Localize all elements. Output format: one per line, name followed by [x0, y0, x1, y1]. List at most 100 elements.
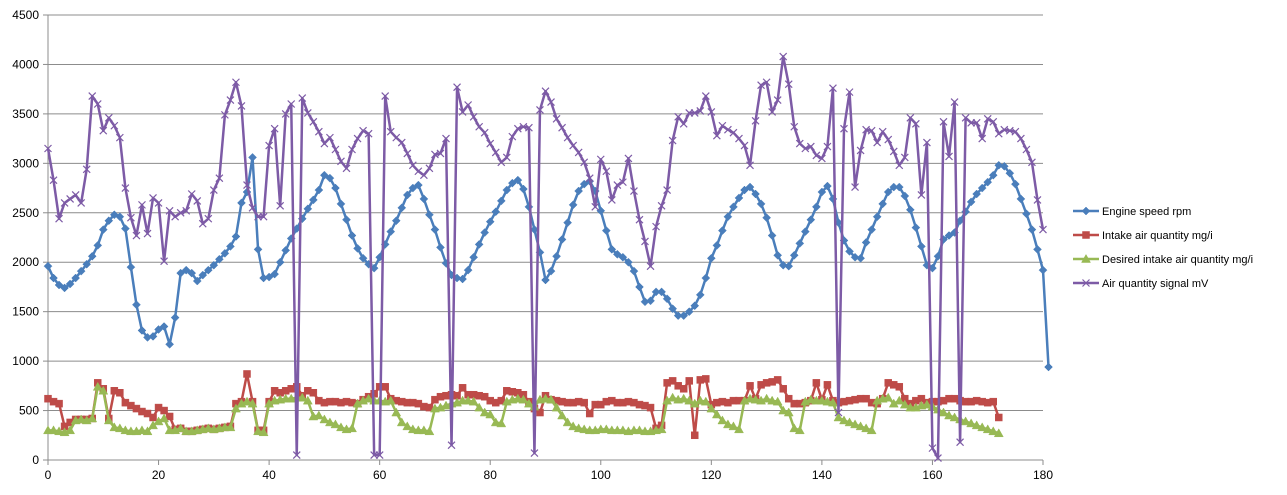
data-point-engine-speed-rpm-148 [861, 238, 871, 247]
data-point-desired-intake-air-quantity-mg-i-119 [700, 396, 711, 406]
data-point-desired-intake-air-quantity-mg-i-144 [839, 415, 849, 425]
data-point-engine-speed-rpm-7 [82, 259, 92, 269]
data-point-air-quantity-signal-mv-143 [834, 408, 843, 417]
data-point-air-quantity-signal-mv-123 [723, 125, 732, 134]
data-point-air-quantity-signal-mv-135 [790, 122, 799, 131]
data-point-intake-air-quantity-mg-i-117 [691, 431, 699, 440]
data-point-desired-intake-air-quantity-mg-i-86 [518, 394, 529, 404]
data-point-desired-intake-air-quantity-mg-i-147 [855, 421, 866, 431]
data-point-air-quantity-signal-mv-17 [138, 200, 146, 209]
data-point-engine-speed-rpm-178 [1027, 225, 1037, 234]
data-point-air-quantity-signal-mv-55 [348, 145, 356, 154]
data-point-engine-speed-rpm-117 [690, 301, 700, 311]
data-point-desired-intake-air-quantity-mg-i-21 [159, 413, 170, 423]
data-point-desired-intake-air-quantity-mg-i-58 [363, 393, 374, 403]
data-point-air-quantity-signal-mv-142 [829, 84, 837, 93]
data-point-air-quantity-signal-mv-169 [978, 134, 987, 143]
data-point-desired-intake-air-quantity-mg-i-4 [65, 425, 76, 435]
data-point-engine-speed-rpm-170 [983, 177, 993, 187]
data-point-desired-intake-air-quantity-mg-i-131 [767, 395, 778, 405]
data-point-engine-speed-rpm-172 [994, 160, 1004, 170]
data-point-engine-speed-rpm-40 [264, 272, 274, 282]
data-point-engine-speed-rpm-38 [253, 245, 263, 254]
data-point-engine-speed-rpm-19 [148, 332, 158, 341]
data-point-desired-intake-air-quantity-mg-i-68 [418, 425, 429, 435]
data-point-air-quantity-signal-mv-171 [989, 117, 998, 126]
data-point-engine-speed-rpm-6 [76, 266, 86, 276]
data-point-air-quantity-signal-mv-97 [580, 158, 589, 167]
data-point-air-quantity-signal-mv-155 [900, 153, 909, 162]
data-point-engine-speed-rpm-21 [159, 322, 169, 331]
data-point-desired-intake-air-quantity-mg-i-148 [861, 423, 872, 433]
data-point-engine-speed-rpm-116 [684, 307, 694, 317]
data-point-engine-speed-rpm-5 [71, 273, 80, 283]
data-point-desired-intake-air-quantity-mg-i-118 [695, 395, 706, 405]
data-point-engine-speed-rpm-141 [823, 181, 832, 191]
data-point-desired-intake-air-quantity-mg-i-152 [883, 392, 894, 402]
data-point-air-quantity-signal-mv-34 [232, 78, 240, 87]
data-point-engine-speed-rpm-22 [165, 339, 174, 349]
data-point-engine-speed-rpm-65 [402, 190, 412, 200]
data-point-engine-speed-rpm-34 [231, 232, 241, 241]
data-point-air-quantity-signal-mv-144 [840, 124, 848, 133]
data-point-air-quantity-signal-mv-132 [773, 96, 782, 104]
data-point-desired-intake-air-quantity-mg-i-53 [336, 422, 346, 432]
data-point-air-quantity-signal-mv-40 [265, 141, 274, 150]
legend: Engine speed rpm Intake air quantity mg/i… [1073, 206, 1253, 290]
data-point-air-quantity-signal-mv-121 [712, 131, 721, 140]
data-point-engine-speed-rpm-71 [436, 243, 445, 252]
data-point-air-quantity-signal-mv-146 [851, 183, 859, 191]
legend-item-engine-speed-rpm: Engine speed rpm [1073, 206, 1191, 218]
data-point-air-quantity-signal-mv-118 [696, 106, 705, 115]
data-point-air-quantity-signal-mv-137 [801, 144, 810, 153]
data-point-air-quantity-signal-mv-47 [303, 108, 312, 117]
data-point-air-quantity-signal-mv-145 [845, 88, 854, 97]
data-point-desired-intake-air-quantity-mg-i-62 [385, 395, 396, 405]
data-point-air-quantity-signal-mv-24 [176, 208, 185, 217]
data-point-engine-speed-rpm-55 [347, 231, 357, 240]
data-point-desired-intake-air-quantity-mg-i-163 [944, 410, 954, 420]
data-point-desired-intake-air-quantity-mg-i-96 [573, 423, 584, 433]
data-point-desired-intake-air-quantity-mg-i-87 [523, 398, 534, 408]
data-point-air-quantity-signal-mv-172 [994, 129, 1003, 138]
data-point-desired-intake-air-quantity-mg-i-91 [546, 394, 556, 404]
data-point-intake-air-quantity-mg-i-109 [646, 403, 655, 412]
data-point-intake-air-quantity-mg-i-75 [458, 384, 467, 392]
data-point-engine-speed-rpm-91 [546, 266, 556, 276]
data-point-desired-intake-air-quantity-mg-i-111 [656, 424, 667, 434]
data-point-intake-air-quantity-mg-i-116 [685, 377, 693, 385]
data-point-desired-intake-air-quantity-mg-i-132 [772, 396, 783, 406]
data-point-engine-speed-rpm-96 [574, 186, 584, 196]
data-point-desired-intake-air-quantity-mg-i-8 [87, 413, 98, 423]
data-point-desired-intake-air-quantity-mg-i-124 [728, 421, 739, 431]
data-point-engine-speed-rpm-120 [706, 253, 716, 263]
data-point-air-quantity-signal-mv-128 [751, 116, 760, 125]
data-point-air-quantity-signal-mv-59 [370, 451, 379, 459]
data-point-air-quantity-signal-mv-131 [768, 107, 777, 116]
data-point-air-quantity-signal-mv-93 [558, 123, 567, 132]
series-markers-desired-intake-air-quantity-mg-i [43, 381, 1004, 438]
data-point-desired-intake-air-quantity-mg-i-138 [805, 394, 816, 404]
data-point-desired-intake-air-quantity-mg-i-2 [54, 426, 64, 436]
data-point-air-quantity-signal-mv-117 [690, 108, 699, 117]
y-tick-label-2000: 2000 [12, 255, 39, 269]
data-point-engine-speed-rpm-27 [192, 276, 202, 286]
data-point-engine-speed-rpm-109 [646, 296, 655, 306]
x-tick-label-40: 40 [262, 468, 276, 482]
data-point-desired-intake-air-quantity-mg-i-127 [745, 393, 755, 403]
data-point-air-quantity-signal-mv-8 [88, 92, 97, 101]
data-point-desired-intake-air-quantity-mg-i-69 [424, 426, 435, 436]
data-point-air-quantity-signal-mv-109 [646, 262, 655, 271]
data-point-engine-speed-rpm-3 [60, 283, 69, 293]
data-point-intake-air-quantity-mg-i-22 [165, 412, 174, 421]
data-point-desired-intake-air-quantity-mg-i-39 [258, 427, 269, 437]
data-point-engine-speed-rpm-107 [635, 282, 644, 292]
data-point-desired-intake-air-quantity-mg-i-130 [761, 393, 772, 403]
data-point-desired-intake-air-quantity-mg-i-92 [551, 402, 562, 412]
data-point-air-quantity-signal-mv-114 [674, 112, 683, 121]
data-point-air-quantity-signal-mv-134 [784, 80, 793, 89]
data-point-engine-speed-rpm-47 [303, 204, 313, 214]
data-point-air-quantity-signal-mv-56 [353, 134, 362, 143]
data-point-air-quantity-signal-mv-61 [381, 92, 390, 101]
data-point-engine-speed-rpm-42 [275, 257, 285, 267]
